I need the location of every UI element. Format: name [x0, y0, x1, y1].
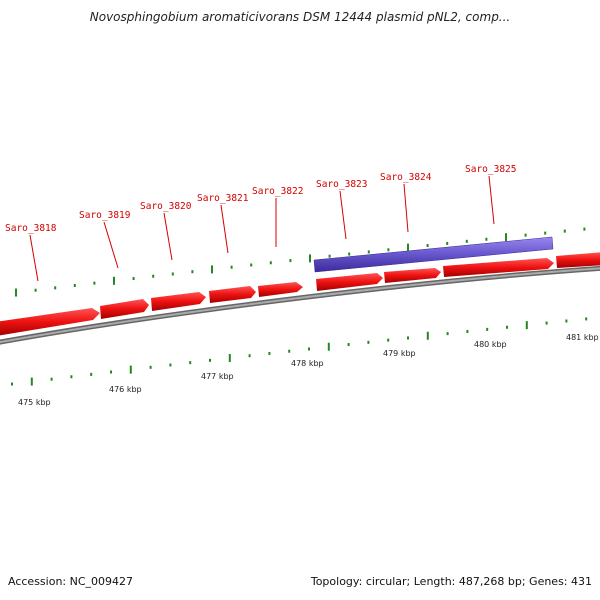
tick-mark	[446, 332, 449, 336]
tick-mark	[132, 277, 135, 281]
tick-mark	[250, 263, 253, 267]
tick-mark	[426, 331, 429, 340]
tick-mark	[113, 276, 115, 285]
gene-label[interactable]: Saro_3822	[252, 186, 303, 197]
gene-label[interactable]: Saro_3820	[140, 201, 192, 212]
tick-mark	[90, 372, 93, 376]
tick-mark	[171, 272, 174, 276]
tick-mark	[269, 261, 272, 265]
tick-mark	[268, 351, 271, 355]
tick-mark	[50, 377, 53, 381]
scale-label: 480 kbp	[474, 340, 507, 349]
gene-leader-line	[163, 212, 173, 261]
tick-mark	[524, 233, 527, 237]
tick-mark	[308, 347, 310, 351]
tick-mark	[486, 327, 489, 331]
tick-mark	[73, 283, 76, 287]
backbone-highlight	[0, 267, 600, 344]
tick-mark	[585, 317, 588, 321]
tick-mark	[328, 254, 331, 258]
tick-mark	[387, 338, 390, 342]
gene-arrow[interactable]	[151, 292, 206, 311]
tick-mark	[465, 239, 468, 243]
scale-label: 481 kbp	[566, 333, 599, 342]
map-title: Novosphingobium aromaticivorans DSM 1244…	[89, 10, 511, 24]
tick-mark	[544, 231, 547, 235]
tick-mark	[191, 270, 194, 274]
scale-label: 476 kbp	[109, 385, 142, 394]
tick-mark	[93, 281, 96, 285]
tick-mark	[407, 336, 409, 340]
gene-label[interactable]: Saro_3819	[79, 210, 131, 221]
tick-mark	[34, 288, 37, 292]
gene-leader-line	[29, 234, 39, 282]
tick-mark	[289, 259, 292, 263]
tick-mark	[309, 254, 311, 263]
gene-leader-line	[339, 190, 347, 240]
tick-mark	[563, 229, 566, 233]
gene-arrow[interactable]	[556, 252, 600, 268]
gene-leader-line	[103, 221, 119, 269]
tick-mark	[505, 233, 507, 242]
map-summary: Topology: circular; Length: 487,268 bp; …	[310, 575, 592, 588]
gene-arrow[interactable]	[258, 282, 303, 297]
tick-mark	[211, 265, 213, 274]
tick-mark	[129, 365, 132, 374]
gene-leader-line	[403, 183, 409, 233]
tick-mark	[485, 237, 488, 241]
tick-mark	[11, 382, 13, 386]
tick-mark	[407, 243, 409, 252]
tick-mark	[545, 321, 548, 325]
gene-arrow[interactable]	[384, 268, 441, 283]
tick-mark	[387, 248, 390, 252]
tick-mark	[565, 319, 568, 323]
tick-mark	[30, 377, 33, 386]
tick-mark	[189, 361, 192, 365]
tick-mark	[209, 358, 211, 362]
scale-label: 477 kbp	[201, 372, 234, 381]
gene-arrow[interactable]	[316, 273, 383, 291]
tick-mark	[149, 365, 152, 369]
gene-arrow[interactable]	[100, 299, 149, 319]
gene-leader-line	[488, 175, 495, 225]
gene-arrow[interactable]	[443, 258, 554, 277]
purple-feature[interactable]	[313, 236, 554, 273]
gene-arrow[interactable]	[209, 286, 256, 303]
tick-mark	[347, 343, 350, 347]
gene-arrow[interactable]	[0, 308, 100, 336]
tick-mark	[228, 354, 231, 363]
tick-mark	[367, 250, 370, 254]
tick-mark	[426, 244, 429, 248]
gene-label[interactable]: Saro_3824	[380, 172, 432, 183]
tick-mark	[525, 321, 528, 330]
tick-mark	[169, 363, 172, 367]
tick-mark	[110, 370, 112, 374]
tick-mark	[583, 227, 586, 231]
tick-mark	[152, 274, 155, 278]
tick-mark	[230, 265, 233, 269]
accession-label: Accession: NC_009427	[8, 575, 134, 588]
scale-label: 479 kbp	[383, 349, 416, 358]
tick-mark	[446, 241, 449, 245]
tick-mark	[288, 349, 291, 353]
backbone-track	[0, 265, 600, 345]
tick-mark	[15, 288, 17, 297]
gene-leader-line	[220, 204, 229, 254]
tick-mark	[54, 286, 57, 290]
tick-mark	[70, 375, 73, 379]
tick-mark	[367, 340, 370, 344]
tick-mark	[506, 325, 508, 329]
scale-label: 475 kbp	[18, 398, 51, 407]
gene-label[interactable]: Saro_3818	[5, 223, 57, 234]
gene-label[interactable]: Saro_3825	[465, 164, 516, 175]
gene-label[interactable]: Saro_3821	[197, 193, 249, 204]
scale-label: 478 kbp	[291, 359, 324, 368]
tick-mark	[327, 342, 330, 351]
tick-mark	[248, 354, 251, 358]
tick-mark	[466, 329, 469, 333]
gene-label[interactable]: Saro_3823	[316, 179, 367, 190]
tick-mark	[348, 252, 351, 256]
